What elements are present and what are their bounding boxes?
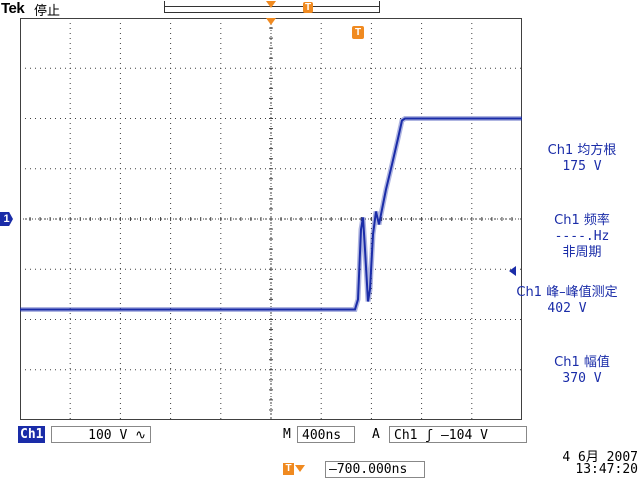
horizontal-position-icon: T: [283, 463, 294, 475]
measurement-amplitude-value: 370 V: [562, 371, 602, 386]
acquisition-status: 停止: [34, 4, 61, 19]
horizontal-position-arrow-icon: [295, 465, 305, 472]
brand-logo: Tek: [1, 0, 25, 17]
trigger-settings[interactable]: Ch1 ʃ –104 V: [389, 426, 527, 443]
trigger-time-marker-icon[interactable]: [266, 18, 276, 25]
measurement-pk2pk-value: 402 V: [547, 301, 587, 316]
measurement-peak-to-peak: Ch1 峰–峰值测定 402 V: [494, 285, 640, 317]
graticule: [20, 18, 522, 420]
measurement-frequency-label: Ch1 频率: [554, 213, 610, 228]
horizontal-offset-value[interactable]: –700.000ns: [325, 461, 425, 478]
timebase-value[interactable]: 400ns: [297, 426, 355, 443]
timebase-label: M: [283, 427, 291, 442]
measurement-amplitude: Ch1 幅值 370 V: [524, 355, 640, 387]
measurement-frequency: Ch1 频率 ----.Hz 非周期: [524, 213, 640, 261]
time-display: 13:47:20: [575, 462, 638, 477]
waveform-line: [20, 117, 522, 311]
trigger-level-arrow-icon[interactable]: [509, 266, 516, 276]
grid-lines: [20, 18, 522, 420]
measurement-rms: Ch1 均方根 175 V: [524, 143, 640, 175]
ch1-ground-marker-icon[interactable]: 1: [0, 212, 13, 226]
top-status-bar: Tek 停止 T: [0, 0, 640, 19]
trigger-position-marker-icon[interactable]: T: [303, 2, 313, 13]
ch1-volts-per-div[interactable]: 100 V ∿: [51, 426, 151, 443]
measurement-frequency-note: 非周期: [562, 245, 602, 260]
measurement-rms-label: Ch1 均方根: [547, 143, 617, 158]
measurement-rms-value: 175 V: [562, 159, 602, 174]
measurement-frequency-value: ----.Hz: [554, 229, 610, 244]
waveform-trace: [20, 116, 522, 312]
trigger-position-triangle-icon[interactable]: [266, 1, 276, 8]
trigger-point-marker-icon[interactable]: T: [352, 26, 364, 39]
measurement-amplitude-label: Ch1 幅值: [554, 355, 610, 370]
ch1-badge[interactable]: Ch1: [18, 426, 46, 443]
bottom-status-bar: Ch1 100 V ∿ M 400ns A Ch1 ʃ –104 V: [0, 424, 640, 444]
measurement-pk2pk-label: Ch1 峰–峰值测定: [516, 285, 618, 300]
date-display: 4 6月 2007: [562, 450, 638, 465]
trigger-label: A: [372, 427, 380, 442]
